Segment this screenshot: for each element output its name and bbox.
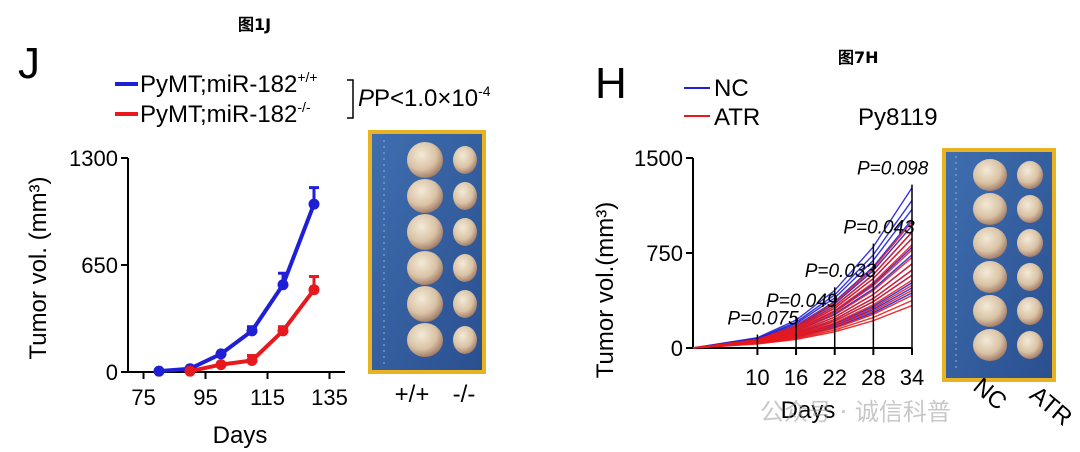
tumor bbox=[407, 214, 443, 250]
photo-label-atr: ATR bbox=[1024, 381, 1077, 431]
tumor bbox=[973, 329, 1007, 361]
data-point-j bbox=[246, 325, 258, 337]
data-point-j bbox=[184, 365, 196, 377]
data-point-j bbox=[215, 348, 227, 360]
data-point-j bbox=[308, 198, 320, 210]
y-tick-label-h: 1500 bbox=[634, 146, 683, 171]
tumor bbox=[1017, 195, 1043, 223]
tumor bbox=[453, 254, 477, 282]
legend-label-ko: PyMT;miR-182-/- bbox=[140, 99, 311, 128]
caption-left: 图1J bbox=[238, 15, 271, 34]
y-tick-label-j: 1300 bbox=[69, 146, 118, 171]
tumor bbox=[407, 286, 443, 322]
tumor bbox=[973, 159, 1007, 191]
p-value-label-h: P=0.033 bbox=[805, 261, 877, 282]
data-point-j bbox=[215, 359, 227, 371]
legend-j: PyMT;miR-182+/+ PyMT;miR-182-/- PP<1.0×1… bbox=[115, 69, 491, 128]
y-tick-label-h: 750 bbox=[646, 241, 683, 266]
xlabel-h: Days bbox=[781, 397, 836, 424]
x-tick-label-h: 22 bbox=[822, 365, 846, 390]
tumor bbox=[453, 146, 477, 174]
tumor bbox=[973, 227, 1007, 259]
tumor bbox=[973, 193, 1007, 225]
data-point-j bbox=[246, 354, 258, 366]
x-tick-label-j: 75 bbox=[131, 385, 155, 410]
x-tick-label-h: 34 bbox=[900, 365, 924, 390]
tumor bbox=[973, 295, 1007, 327]
tumor bbox=[453, 326, 477, 354]
photo-label-wt: +/+ bbox=[395, 381, 430, 408]
watermark: 公众号 · 诚信科普 bbox=[760, 398, 951, 426]
tumor bbox=[1017, 263, 1043, 291]
tumor bbox=[407, 323, 443, 357]
caption-right: 图7H bbox=[838, 48, 879, 67]
legend-h: NC ATR Py8119 bbox=[684, 75, 938, 131]
tumor bbox=[407, 251, 443, 285]
plot-j: 0 650 1300 75 95 115 135 bbox=[69, 146, 348, 410]
tumor bbox=[453, 290, 477, 318]
panel-j: J PyMT;miR-182+/+ PyMT;miR-182-/- PP<1.0… bbox=[18, 39, 491, 449]
p-value-label-h: P=0.075 bbox=[727, 309, 799, 330]
stat-j: PP<1.0×10-4 bbox=[358, 83, 491, 112]
p-value-label-h: P=0.098 bbox=[857, 159, 929, 180]
legend-bracket bbox=[347, 79, 354, 119]
ylabel-j: Tumor vol. (mm³) bbox=[25, 176, 52, 359]
tumor bbox=[1017, 331, 1043, 359]
xlabel-j: Days bbox=[213, 422, 268, 449]
series-line-j bbox=[158, 203, 316, 374]
chart-title-h: Py8119 bbox=[858, 104, 938, 131]
y-tick-label-h: 0 bbox=[671, 336, 683, 361]
x-tick-label-h: 16 bbox=[784, 365, 808, 390]
tumor bbox=[407, 142, 443, 178]
p-value-label-h: P=0.049 bbox=[766, 291, 838, 312]
data-point-j bbox=[277, 279, 289, 291]
data-point-j bbox=[308, 284, 320, 296]
tumor-photo-j bbox=[368, 130, 486, 374]
legend-label-atr: ATR bbox=[714, 104, 760, 131]
x-tick-label-h: 10 bbox=[745, 365, 769, 390]
tumor bbox=[973, 261, 1007, 293]
tumor bbox=[407, 179, 443, 213]
data-point-j bbox=[153, 365, 165, 377]
tumor bbox=[1017, 297, 1043, 325]
legend-label-nc: NC bbox=[714, 75, 749, 102]
x-tick-label-h: 28 bbox=[861, 365, 885, 390]
p-value-label-h: P=0.043 bbox=[843, 218, 915, 239]
legend-label-wt: PyMT;miR-182+/+ bbox=[140, 69, 318, 98]
ylabel-h: Tumor vol.(mm³) bbox=[592, 202, 619, 378]
x-tick-label-j: 115 bbox=[250, 385, 285, 410]
panel-letter-j: J bbox=[18, 39, 40, 88]
tumor bbox=[453, 218, 477, 246]
x-tick-label-j: 135 bbox=[311, 385, 348, 410]
stat-j-text: P<1.0×10 bbox=[374, 85, 478, 112]
y-tick-label-j: 0 bbox=[106, 360, 118, 385]
tumor bbox=[1017, 229, 1043, 257]
photo-label-ko: -/- bbox=[453, 381, 476, 408]
x-tick-label-j: 95 bbox=[193, 385, 217, 410]
data-point-j bbox=[277, 325, 289, 337]
y-tick-label-j: 650 bbox=[81, 253, 118, 278]
panel-h: H NC ATR Py8119 0 750 1500 10 16 22 28 34 P=0.07… bbox=[592, 59, 1077, 431]
tumor bbox=[1017, 161, 1043, 189]
panel-letter-h: H bbox=[595, 59, 627, 108]
tumor bbox=[453, 182, 477, 210]
tumor-photo-h bbox=[942, 148, 1056, 382]
growth-curve-h bbox=[692, 304, 913, 349]
